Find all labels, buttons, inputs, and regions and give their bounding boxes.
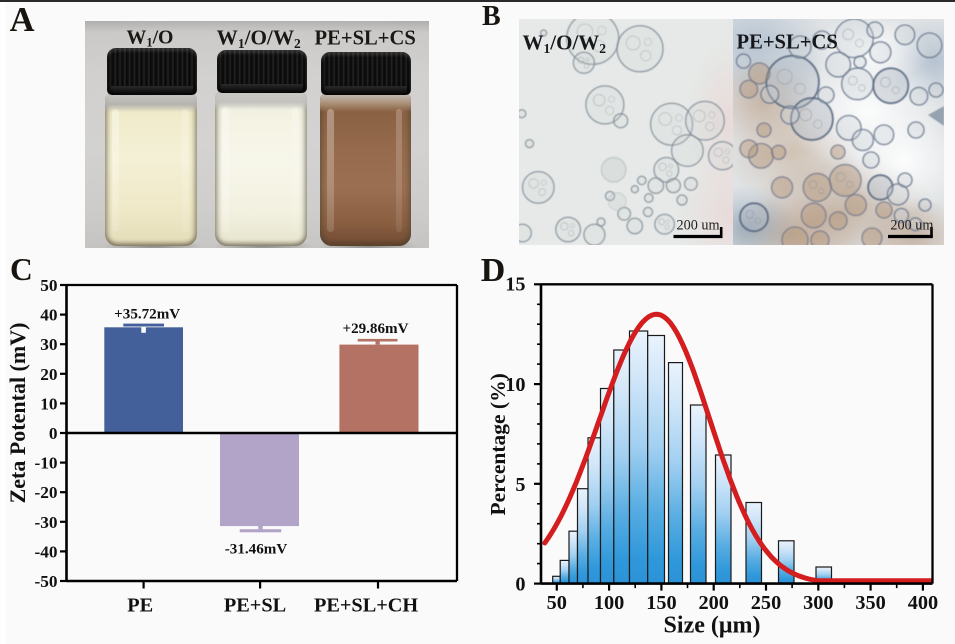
svg-text:W1/O/W2: W1/O/W2: [523, 30, 607, 56]
svg-text:10: 10: [40, 394, 57, 413]
svg-text:100: 100: [594, 592, 624, 614]
svg-text:30: 30: [40, 335, 57, 354]
svg-text:+35.72mV: +35.72mV: [114, 306, 180, 322]
svg-text:250: 250: [751, 592, 781, 614]
svg-text:50: 50: [40, 276, 57, 295]
svg-text:W1/O: W1/O: [127, 26, 174, 49]
svg-text:200: 200: [698, 592, 728, 614]
svg-text:300: 300: [803, 592, 833, 614]
svg-text:PE+SL: PE+SL: [224, 595, 286, 617]
svg-text:5: 5: [515, 474, 525, 496]
svg-text:-50: -50: [34, 572, 57, 591]
svg-text:200 um: 200 um: [890, 218, 933, 234]
svg-text:PE+SL+CS: PE+SL+CS: [315, 27, 416, 49]
svg-text:PE+SL+CH: PE+SL+CH: [314, 595, 418, 617]
svg-text:PE: PE: [127, 595, 153, 617]
svg-text:W1/O/W2: W1/O/W2: [217, 26, 301, 51]
svg-text:Percentage (%): Percentage (%): [486, 373, 510, 515]
svg-text:-20: -20: [34, 483, 57, 502]
svg-text:15: 15: [505, 273, 525, 295]
svg-text:PE+SL+CS: PE+SL+CS: [737, 32, 838, 54]
svg-text:-30: -30: [34, 513, 57, 532]
svg-text:-31.46mV: -31.46mV: [225, 542, 288, 558]
svg-text:20: 20: [40, 365, 57, 384]
svg-text:Size (μm): Size (μm): [664, 613, 761, 639]
svg-text:10: 10: [505, 374, 525, 396]
svg-text:200 um: 200 um: [677, 218, 720, 234]
svg-text:350: 350: [855, 592, 885, 614]
svg-text:0: 0: [49, 424, 58, 443]
svg-text:400: 400: [908, 592, 938, 614]
svg-text:-40: -40: [34, 542, 57, 561]
svg-text:0: 0: [515, 574, 525, 596]
svg-text:50: 50: [547, 592, 567, 614]
svg-text:150: 150: [646, 592, 676, 614]
svg-text:+29.86mV: +29.86mV: [342, 321, 408, 337]
svg-text:40: 40: [40, 306, 57, 325]
svg-text:-10: -10: [34, 454, 57, 473]
svg-text:Zeta Potental (mV): Zeta Potental (mV): [5, 323, 30, 504]
